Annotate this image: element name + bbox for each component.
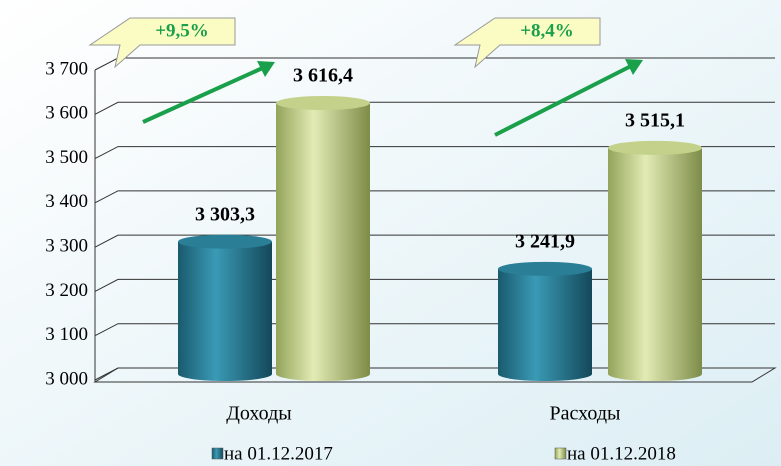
y-tick-label: 3 400 (45, 191, 88, 212)
value-label: 3 241,9 (515, 230, 575, 252)
y-tick-label: 3 000 (45, 368, 88, 389)
y-tick-label: 3 300 (45, 236, 88, 257)
y-tick-label: 3 200 (45, 280, 88, 301)
grid-line (94, 234, 775, 248)
bar (276, 96, 370, 381)
x-tick-label: Расходы (550, 403, 621, 425)
arrow-head (625, 59, 643, 75)
y-tick-label: 3 700 (45, 58, 88, 79)
arrow-head (257, 61, 275, 77)
y-tick-label: 3 500 (45, 147, 88, 168)
y-tick-label: 3 100 (45, 324, 88, 345)
legend-swatch (211, 447, 224, 460)
annotation: +9,5% (155, 20, 209, 41)
legend-label: на 01.12.2017 (224, 443, 333, 464)
bar (608, 140, 702, 381)
annotation: +8,4% (520, 20, 574, 41)
grid-line (94, 190, 775, 204)
callout (453, 17, 601, 69)
value-label: 3 616,4 (293, 65, 353, 87)
arrow (142, 64, 268, 124)
bar (498, 261, 592, 381)
x-tick-label: Доходы (226, 403, 291, 425)
value-label: 3 515,1 (625, 109, 685, 131)
bar (178, 234, 272, 381)
legend-swatch (554, 447, 567, 460)
grid-line (94, 146, 775, 160)
value-label: 3 303,3 (195, 203, 255, 225)
callout (88, 17, 236, 69)
arrow (494, 62, 636, 137)
legend-label: на 01.12.2018 (567, 443, 676, 464)
y-tick-label: 3 600 (45, 103, 88, 124)
